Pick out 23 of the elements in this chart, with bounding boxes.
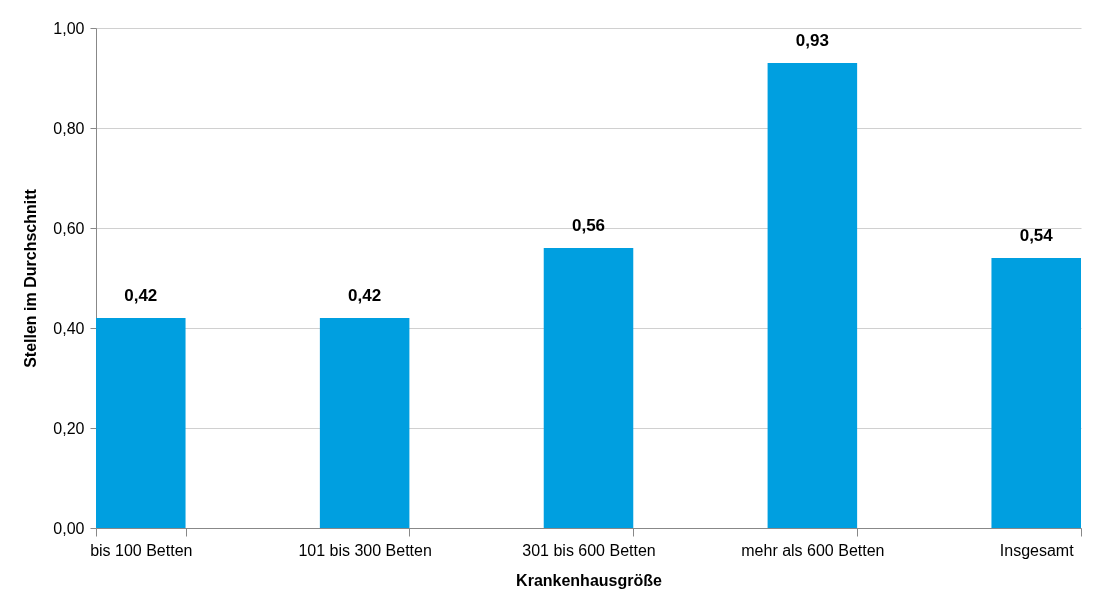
y-tick-label: 0,20 xyxy=(53,419,85,437)
x-tick-label: 301 bis 600 Betten xyxy=(522,541,656,559)
data-label: 0,42 xyxy=(124,286,158,305)
data-label: 0,54 xyxy=(1019,226,1054,245)
y-tick-label: 1,00 xyxy=(53,19,85,37)
y-tick-label: 0,40 xyxy=(53,319,85,337)
x-tick-label: bis 100 Betten xyxy=(90,541,193,559)
data-label: 0,93 xyxy=(795,31,829,50)
bar xyxy=(319,318,410,528)
y-tick-label: 0,00 xyxy=(53,519,85,537)
bar xyxy=(991,258,1081,528)
y-tick-label: 0,80 xyxy=(53,119,85,137)
x-tick-label: 101 bis 300 Betten xyxy=(298,541,432,559)
bar xyxy=(543,248,634,528)
x-tick-label: mehr als 600 Betten xyxy=(741,541,885,559)
y-tick-label: 0,60 xyxy=(53,219,85,237)
data-label: 0,42 xyxy=(348,286,382,305)
data-label: 0,56 xyxy=(571,216,606,235)
bar xyxy=(767,63,858,528)
x-tick-label: Insgesamt xyxy=(999,541,1075,559)
y-axis-title: Stellen im Durchschnitt xyxy=(22,188,40,368)
bar xyxy=(96,318,186,528)
x-axis-title: Krankenhausgröße xyxy=(516,571,663,589)
